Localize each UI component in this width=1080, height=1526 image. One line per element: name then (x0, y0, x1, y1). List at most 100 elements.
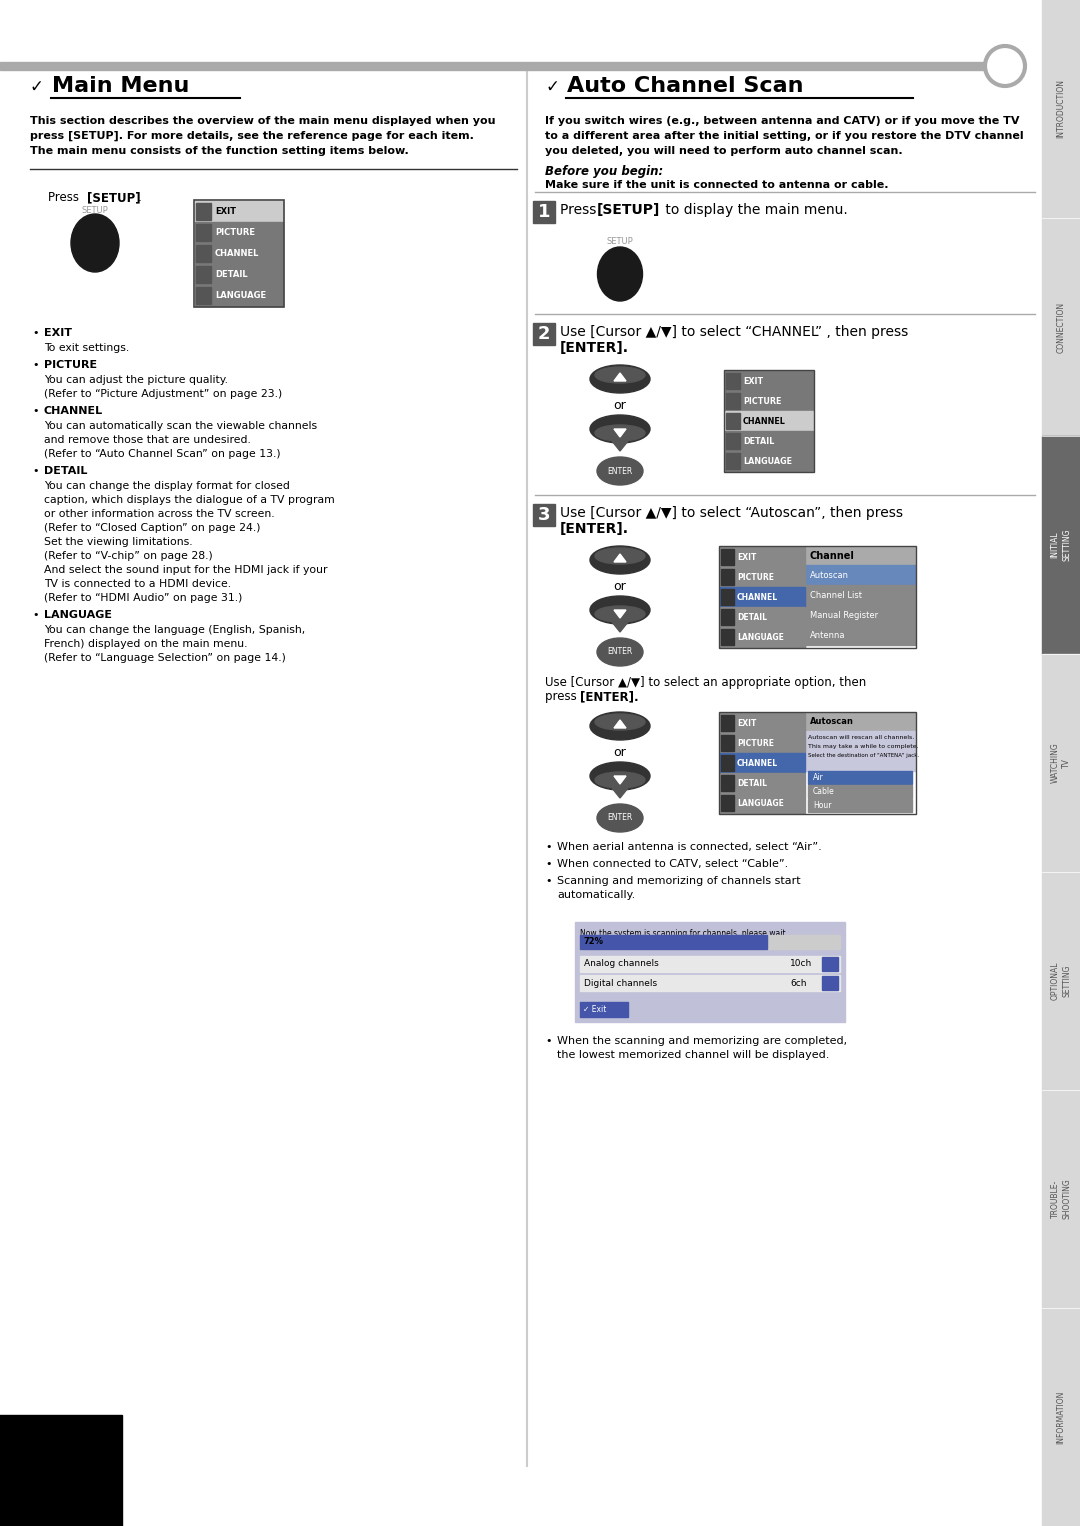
Text: or: or (613, 398, 626, 412)
Text: •: • (545, 876, 552, 887)
Bar (805, 731, 915, 771)
Bar (808, 784, 912, 798)
Text: press: press (545, 690, 581, 703)
Text: •: • (545, 859, 552, 868)
Bar (726, 394, 740, 409)
Text: Autoscan: Autoscan (810, 571, 849, 580)
Bar (720, 607, 805, 627)
Text: Make sure if the unit is connected to antenna or cable.: Make sure if the unit is connected to an… (545, 180, 889, 191)
Polygon shape (612, 441, 627, 452)
Bar (720, 794, 805, 813)
Ellipse shape (590, 365, 650, 394)
Ellipse shape (71, 214, 119, 272)
Bar (534, 201, 555, 223)
Bar (721, 549, 734, 565)
Bar (822, 957, 838, 971)
Text: Channel List: Channel List (810, 591, 862, 600)
Bar (195, 246, 211, 262)
Text: Auto Channel Scan: Auto Channel Scan (567, 76, 804, 96)
Bar (822, 977, 838, 990)
Text: LANGUAGE: LANGUAGE (215, 291, 266, 301)
Bar (720, 588, 805, 607)
Text: And select the sound input for the HDMI jack if your: And select the sound input for the HDMI … (44, 565, 327, 575)
Text: PICTURE: PICTURE (44, 360, 97, 369)
Text: DETAIL: DETAIL (215, 270, 247, 279)
Bar (195, 221, 283, 243)
Text: •: • (32, 465, 39, 476)
Text: Select the destination of "ANTENA" jack.: Select the destination of "ANTENA" jack. (808, 752, 919, 758)
Text: INITIAL
SETTING: INITIAL SETTING (1051, 528, 1071, 562)
Text: ✓: ✓ (30, 78, 44, 96)
Bar (726, 453, 740, 468)
Text: 1: 1 (538, 203, 550, 221)
Ellipse shape (597, 456, 643, 485)
Polygon shape (615, 777, 626, 784)
Text: PICTURE: PICTURE (737, 572, 774, 581)
Text: [SETUP]: [SETUP] (597, 203, 660, 217)
Text: To exit settings.: To exit settings. (44, 343, 130, 353)
Text: .: . (138, 191, 141, 204)
Text: CHANNEL: CHANNEL (743, 417, 786, 426)
Bar (720, 713, 805, 732)
Text: 72%: 72% (583, 937, 603, 946)
Bar (195, 264, 283, 285)
Text: WATCHING
TV: WATCHING TV (1051, 743, 1071, 783)
Bar (721, 716, 734, 731)
Text: Press: Press (561, 203, 600, 217)
Bar (724, 369, 814, 472)
Bar (726, 372, 740, 389)
Ellipse shape (590, 546, 650, 574)
Text: Main Menu: Main Menu (52, 76, 189, 96)
Text: EXIT: EXIT (743, 377, 764, 386)
Polygon shape (615, 429, 626, 436)
Bar (721, 755, 734, 771)
Bar (720, 752, 805, 774)
Text: DETAIL: DETAIL (737, 612, 767, 621)
Ellipse shape (590, 713, 650, 740)
Bar (808, 771, 912, 784)
Text: •: • (545, 842, 552, 852)
Ellipse shape (595, 366, 645, 383)
Text: (Refer to “HDMI Audio” on page 31.): (Refer to “HDMI Audio” on page 31.) (44, 594, 242, 603)
Polygon shape (612, 623, 627, 632)
Text: The main menu consists of the function setting items below.: The main menu consists of the function s… (30, 146, 408, 156)
Bar (719, 713, 916, 813)
Text: EN: EN (44, 1500, 56, 1509)
Bar (721, 609, 734, 626)
Bar (726, 414, 740, 429)
Bar (195, 266, 211, 282)
Text: When connected to CATV, select “Cable”.: When connected to CATV, select “Cable”. (557, 859, 788, 868)
Text: [ENTER].: [ENTER]. (561, 522, 629, 536)
Bar (726, 433, 740, 449)
Text: •: • (32, 328, 39, 337)
Bar (720, 774, 805, 794)
Text: Scanning and memorizing of channels start: Scanning and memorizing of channels star… (557, 876, 800, 887)
Text: French) displayed on the main menu.: French) displayed on the main menu. (44, 639, 247, 649)
Ellipse shape (595, 772, 645, 787)
Text: Antenna: Antenna (810, 630, 846, 639)
Text: (Refer to “Closed Caption” on page 24.): (Refer to “Closed Caption” on page 24.) (44, 523, 260, 533)
Text: Now the system is scanning for channels, please wait.: Now the system is scanning for channels,… (580, 929, 788, 938)
Text: automatically.: automatically. (557, 890, 635, 900)
Bar (1042, 1090, 1080, 1308)
Text: Manual Register: Manual Register (810, 610, 878, 620)
Bar (720, 546, 805, 568)
Bar (805, 584, 915, 604)
Text: CHANNEL: CHANNEL (215, 249, 259, 258)
Text: You can adjust the picture quality.: You can adjust the picture quality. (44, 375, 228, 385)
Text: Before you begin:: Before you begin: (545, 165, 663, 179)
Text: EXIT: EXIT (737, 719, 756, 728)
Text: This may take a while to complete.: This may take a while to complete. (808, 745, 919, 749)
Bar (805, 626, 915, 645)
Text: TV is connected to a HDMI device.: TV is connected to a HDMI device. (44, 578, 231, 589)
Text: You can change the display format for closed: You can change the display format for cl… (44, 481, 289, 491)
Text: 10ch: 10ch (789, 960, 812, 969)
Bar (580, 935, 767, 949)
Text: When the scanning and memorizing are completed,: When the scanning and memorizing are com… (557, 1036, 847, 1045)
Bar (1042, 436, 1080, 655)
Bar (808, 800, 912, 812)
Polygon shape (615, 554, 626, 562)
Bar (805, 604, 915, 626)
Text: DETAIL: DETAIL (44, 465, 87, 476)
Bar (725, 452, 813, 472)
